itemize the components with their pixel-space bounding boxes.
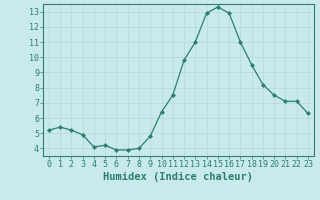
- X-axis label: Humidex (Indice chaleur): Humidex (Indice chaleur): [103, 172, 253, 182]
